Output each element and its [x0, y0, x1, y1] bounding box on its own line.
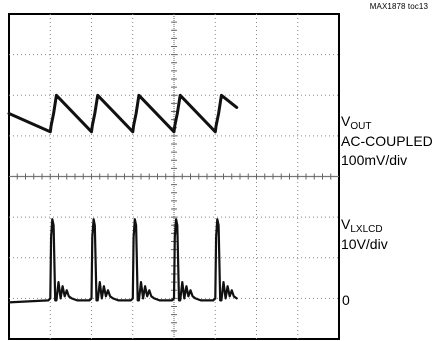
figure-id: MAX1878 toc13	[369, 2, 428, 11]
vout-label: VOUT	[341, 113, 371, 132]
trace-vout	[7, 93, 239, 134]
vlxlcd-name-main: V	[341, 216, 351, 232]
ground-label: 0	[342, 292, 350, 308]
traces	[7, 93, 239, 304]
vout-name-sub: OUT	[350, 121, 372, 132]
trace-vlxlcd	[7, 218, 238, 304]
vlxlcd-scale-label: 10V/div	[341, 236, 388, 252]
vlxlcd-label: VLXLCD	[341, 216, 383, 235]
vlxlcd-name-sub: LXLCD	[350, 224, 383, 235]
vout-scale-label: 100mV/div	[341, 152, 408, 168]
vout-coupling-label: AC-COUPLED	[341, 133, 432, 149]
vout-name-main: V	[341, 113, 351, 129]
